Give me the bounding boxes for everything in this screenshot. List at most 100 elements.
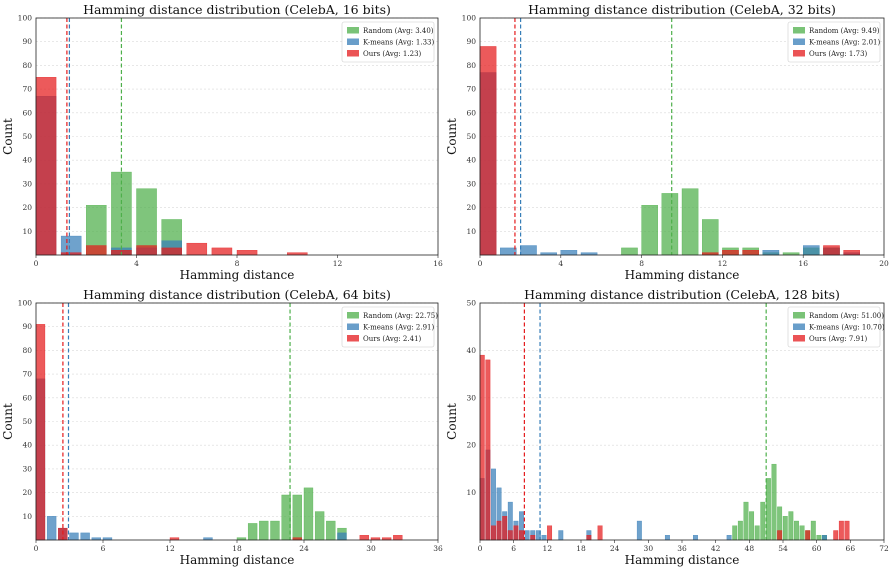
y-axis-label: Count [445,403,459,440]
bar-random [702,219,719,256]
bar-ours [479,46,497,256]
x-tick-label: 4 [558,259,563,268]
legend-swatch-kmeans [793,323,805,330]
y-tick-label: 50 [466,132,476,141]
bar-ours [742,250,759,256]
y-tick-label: 40 [22,156,32,165]
bar-random [816,535,822,541]
x-tick-label: 66 [846,544,856,553]
bar-ours [491,525,496,541]
chart-panel-1: 10 20 30 40 50 60 70 80 90 100 0 4 8 12 16 Hamming dist… [1,2,443,282]
legend-label-random: Random (Avg: 51.00) [809,312,884,320]
axes-frame [479,17,885,256]
bar-ours [547,525,553,541]
y-tick-label: 100 [18,299,33,308]
y-tick-label: 40 [466,346,476,355]
bar-ours [136,245,157,256]
bar-kmeans [664,535,670,541]
bar-random [259,520,269,541]
legend-label-ours: Ours (Avg: 2.41) [363,335,422,343]
bar-random [810,520,816,541]
bar-kmeans [541,535,547,541]
chart-panel-4: 10 20 30 40 50 0 6 12 18 24 30 36 42 48 54 60 66 72 Hammin… [445,287,889,567]
legend-label-kmeans: K-means (Avg: 1.33) [363,39,434,47]
legend-swatch-kmeans [793,38,805,45]
y-tick-label: 10 [466,227,476,236]
legend-label-random: Random (Avg: 3.40) [363,27,434,35]
legend-box [341,306,435,348]
bar-ours [805,530,811,541]
y-axis-label: Count [1,118,15,155]
x-axis-label: Hamming distance [625,553,740,567]
bar-ours [211,247,233,256]
bar-kmeans [60,235,82,256]
bar-random [641,205,658,256]
bar-ours [530,535,536,541]
bar-random [326,520,336,541]
legend-label-kmeans: K-means (Avg: 10.70) [809,324,885,332]
legend-label-kmeans: K-means (Avg: 2.91) [363,324,434,332]
bar-kmeans [337,532,347,541]
y-tick-label: 90 [22,37,32,46]
bar-kmeans [524,530,530,541]
bar-kmeans [636,520,642,541]
y-tick-label: 10 [466,488,476,497]
y-tick-label: 50 [466,299,476,308]
y-tick-label: 80 [466,61,476,70]
bar-ours [823,245,840,256]
x-tick-label: 16 [798,259,808,268]
x-tick-label: 24 [299,544,309,553]
bar-random [743,501,749,541]
x-tick-label: 30 [366,544,376,553]
bar-ours [833,530,839,541]
legend-label-ours: Ours (Avg: 1.73) [809,50,868,58]
legend-swatch-random [793,312,805,319]
y-tick-label: 90 [466,37,476,46]
bar-ours [507,530,513,541]
y-tick-label: 90 [22,322,32,331]
legend-box [787,306,881,348]
bar-random [771,463,777,541]
bar-random [794,520,799,541]
bar-random [292,494,302,541]
x-tick-label: 72 [879,544,889,553]
bar-random [782,516,788,541]
bar-kmeans [46,516,57,541]
legend: Random (Avg: 22.75) K-means (Avg: 2.91) Ou… [341,306,438,348]
x-tick-label: 42 [711,544,721,553]
y-tick-label: 10 [22,227,32,236]
bar-random [799,525,805,541]
bar-kmeans [822,535,827,541]
bar-random [760,501,766,541]
bar-ours [186,242,208,256]
legend-swatch-random [347,312,359,319]
legend: Random (Avg: 51.00) K-means (Avg: 10.70) O… [787,306,885,348]
bar-ours [843,250,860,256]
x-tick-label: 18 [576,544,586,553]
bar-random [281,494,291,541]
bar-ours [496,520,502,541]
bar-kmeans [726,535,732,541]
y-tick-label: 30 [466,393,476,402]
y-tick-label: 100 [18,14,33,23]
y-tick-label: 50 [22,132,32,141]
x-tick-label: 18 [232,544,242,553]
y-tick-label: 30 [22,179,32,188]
chart-panel-2: 10 20 30 40 50 60 70 80 90 100 0 4 8 12 16 20 Hamming di… [445,2,889,282]
legend-box [341,21,435,63]
bar-kmeans [558,530,564,541]
x-tick-label: 0 [478,544,483,553]
y-tick-label: 20 [466,203,476,212]
bar-random [737,520,743,541]
y-tick-label: 80 [22,61,32,70]
y-tick-label: 70 [22,85,32,94]
legend-label-ours: Ours (Avg: 7.91) [809,335,868,343]
bar-ours [479,354,485,541]
bar-random [621,247,638,256]
y-tick-label: 30 [22,464,32,473]
chart-title: Hamming distance distribution (CelebA, 6… [83,287,391,302]
x-tick-label: 6 [101,544,106,553]
legend-swatch-random [347,27,359,34]
legend-swatch-ours [793,50,805,57]
